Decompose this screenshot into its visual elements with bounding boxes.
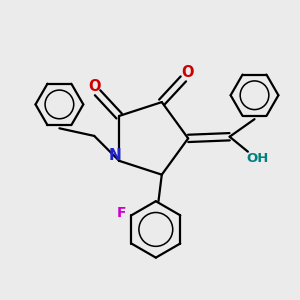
Text: F: F [117,206,126,220]
Text: N: N [108,148,121,163]
Text: O: O [181,65,194,80]
Text: O: O [88,79,100,94]
Text: OH: OH [246,152,268,165]
